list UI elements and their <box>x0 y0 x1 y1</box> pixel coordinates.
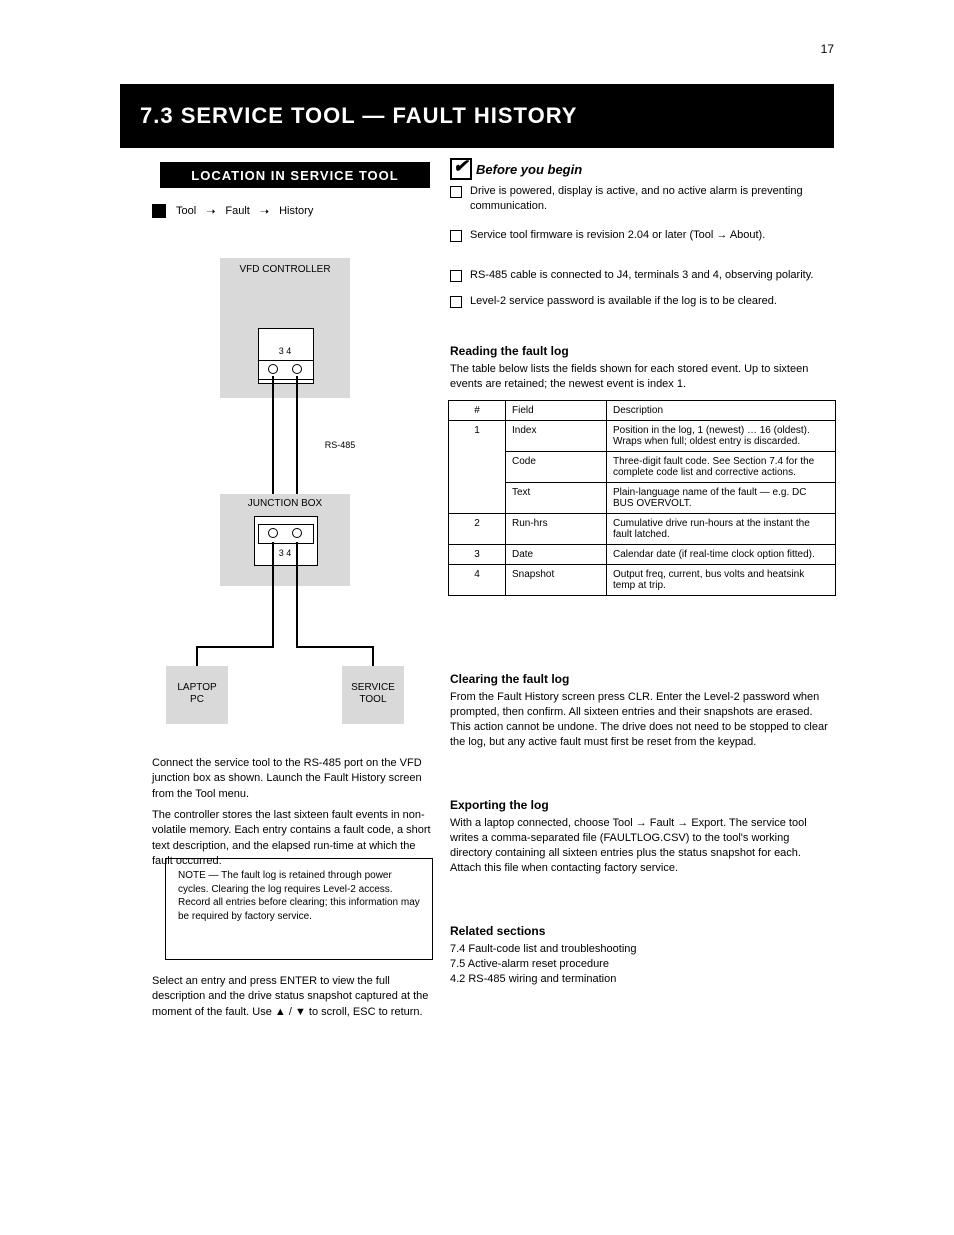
path-seg-3: History <box>279 205 313 217</box>
wire <box>196 646 274 648</box>
section-heading: Reading the fault log <box>450 344 830 358</box>
terminal-pin <box>292 364 302 374</box>
table-cell: Code <box>506 452 607 483</box>
table-cell: Position in the log, 1 (newest) … 16 (ol… <box>607 421 836 452</box>
note-box: NOTE — The fault log is retained through… <box>165 858 433 960</box>
table-row: 2 Run-hrs Cumulative drive run-hours at … <box>449 514 836 545</box>
stop-icon <box>152 204 166 218</box>
page-number: 17 <box>821 42 834 56</box>
checklist-text: Drive is powered, display is active, and… <box>470 184 830 214</box>
checkmark-icon <box>450 158 472 180</box>
table-cell: 1 <box>449 421 506 514</box>
arrow-icon: ➝ <box>206 205 215 218</box>
section-paragraph: With a laptop connected, choose Tool → F… <box>450 816 830 875</box>
terminal-pin <box>268 364 278 374</box>
terminal-pin <box>292 528 302 538</box>
table-cell: 4 <box>449 565 506 596</box>
table-cell: 3 <box>449 545 506 565</box>
wire <box>372 646 374 668</box>
left-paragraph-1: Connect the service tool to the RS-485 p… <box>152 756 432 802</box>
checklist-text: RS-485 cable is connected to J4, termina… <box>470 268 813 283</box>
arrow-icon: ➝ <box>260 205 269 218</box>
path-seg-2: Fault <box>225 205 249 217</box>
checklist-header: Before you begin <box>450 158 582 180</box>
table-cell: Output freq, current, bus volts and heat… <box>607 565 836 596</box>
checkbox-icon <box>450 186 462 198</box>
tool-menu-path: Tool ➝ Fault ➝ History <box>152 204 313 218</box>
table-cell: Plain-language name of the fault — e.g. … <box>607 483 836 514</box>
section-banner: 7.3 SERVICE TOOL — FAULT HISTORY <box>120 84 834 148</box>
terminal-numbers: 3 4 <box>258 548 312 558</box>
table-row: 4 Snapshot Output freq, current, bus vol… <box>449 565 836 596</box>
controller-terminals <box>258 360 314 380</box>
section-heading: Related sections <box>450 924 830 938</box>
table-cell: Cumulative drive run-hours at the instan… <box>607 514 836 545</box>
wire <box>196 646 198 668</box>
checkbox-icon <box>450 230 462 242</box>
terminal-numbers: 3 4 <box>258 346 312 356</box>
section-paragraph: From the Fault History screen press CLR.… <box>450 690 830 749</box>
checkbox-icon <box>450 270 462 282</box>
wire <box>272 542 274 648</box>
wire <box>296 542 298 648</box>
checklist-item: Drive is powered, display is active, and… <box>450 184 830 214</box>
table-cell: Date <box>506 545 607 565</box>
table-row: Code Three-digit fault code. See Section… <box>449 452 836 483</box>
wire <box>296 646 374 648</box>
table-cell: Text <box>506 483 607 514</box>
path-seg-1: Tool <box>176 205 196 217</box>
service-tool-label: SERVICE TOOL <box>342 682 404 705</box>
location-sub-banner: LOCATION IN SERVICE TOOL <box>160 162 430 188</box>
junction-label: JUNCTION BOX <box>220 498 350 510</box>
section-paragraph: 7.4 Fault-code list and troubleshooting … <box>450 942 830 987</box>
rs485-label: RS-485 <box>316 440 364 450</box>
section-heading: Exporting the log <box>450 798 830 812</box>
table-row: 1 Index Position in the log, 1 (newest) … <box>449 421 836 452</box>
terminal-pin <box>268 528 278 538</box>
table-cell: # <box>449 401 506 421</box>
checklist-header-text: Before you begin <box>476 162 582 177</box>
table-cell: Index <box>506 421 607 452</box>
left-paragraph-3: Select an entry and press ENTER to view … <box>152 974 432 1020</box>
table-cell: Run-hrs <box>506 514 607 545</box>
checklist-item: Level-2 service password is available if… <box>450 294 830 309</box>
laptop-label: LAPTOP PC <box>166 682 228 705</box>
checklist-text: Level-2 service password is available if… <box>470 294 777 309</box>
table-cell: Calendar date (if real-time clock option… <box>607 545 836 565</box>
table-cell: Field <box>506 401 607 421</box>
fault-fields-table: # Field Description 1 Index Position in … <box>448 400 836 596</box>
controller-label: VFD CONTROLLER <box>220 264 350 276</box>
table-row: Text Plain-language name of the fault — … <box>449 483 836 514</box>
checkbox-icon <box>450 296 462 308</box>
table-cell: Snapshot <box>506 565 607 596</box>
table-cell: Three-digit fault code. See Section 7.4 … <box>607 452 836 483</box>
checklist-item: Service tool firmware is revision 2.04 o… <box>450 228 830 243</box>
checklist-text: Service tool firmware is revision 2.04 o… <box>470 228 765 243</box>
wiring-diagram: VFD CONTROLLER 3 4 JUNCTION BOX 3 4 RS-4… <box>160 258 440 718</box>
table-row: # Field Description <box>449 401 836 421</box>
section-heading: Clearing the fault log <box>450 672 830 686</box>
table-cell: 2 <box>449 514 506 545</box>
junction-terminals <box>258 524 314 544</box>
section-paragraph: The table below lists the fields shown f… <box>450 362 830 392</box>
table-row: 3 Date Calendar date (if real-time clock… <box>449 545 836 565</box>
checklist-item: RS-485 cable is connected to J4, termina… <box>450 268 830 283</box>
table-cell: Description <box>607 401 836 421</box>
